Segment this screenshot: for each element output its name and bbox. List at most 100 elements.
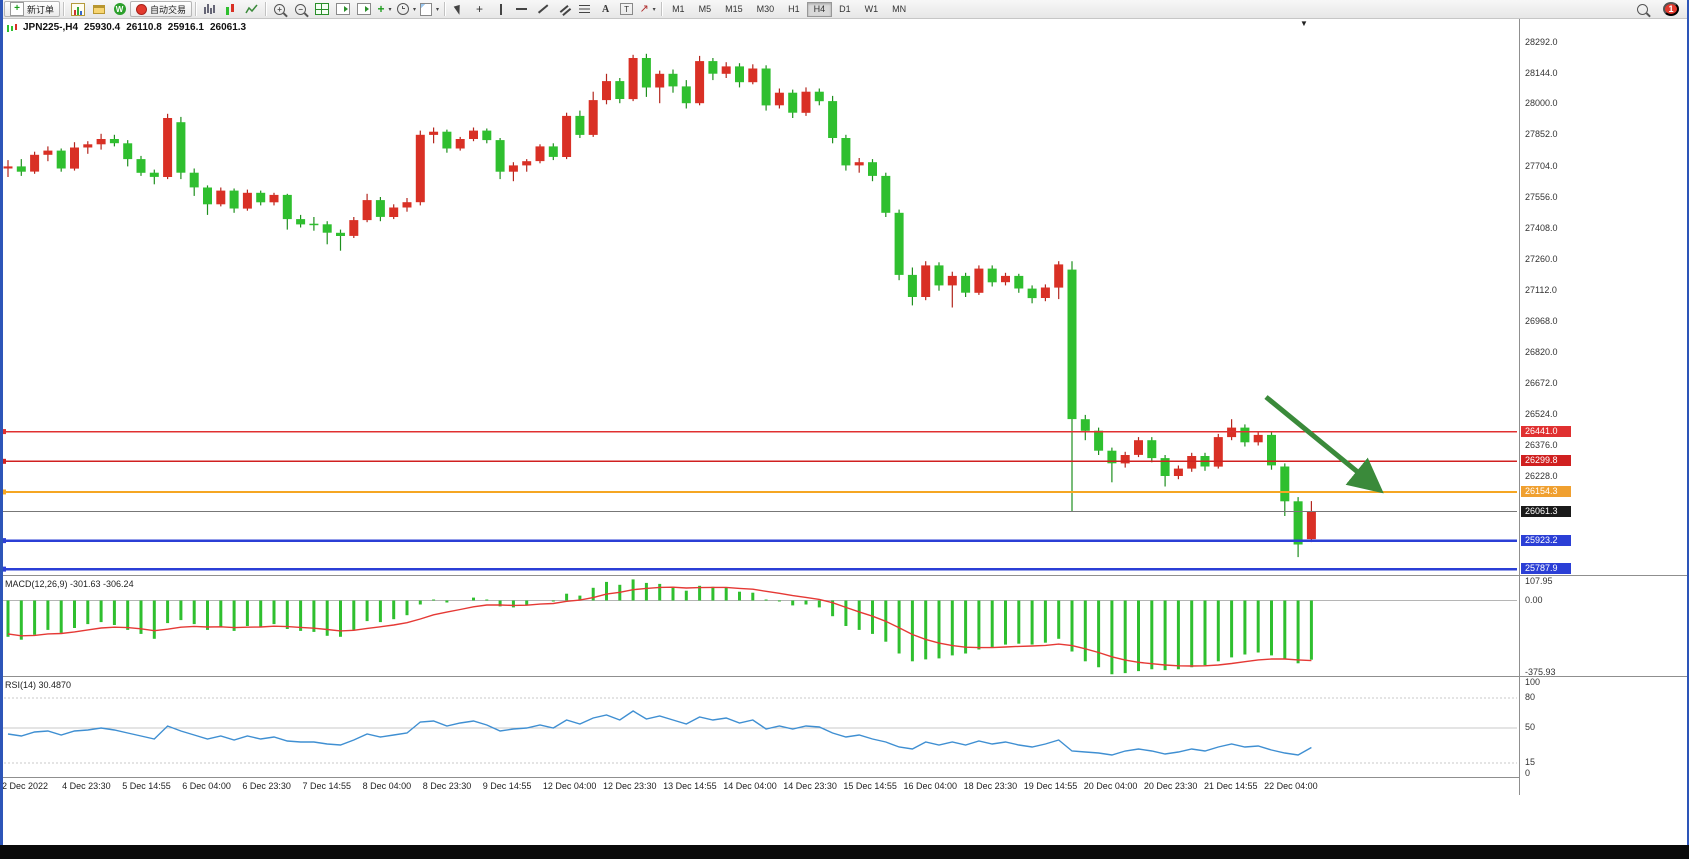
auto-trading-label: 自动交易: [150, 4, 187, 15]
timeframe-m5-button[interactable]: M5: [692, 2, 719, 17]
candle-body: [1240, 427, 1250, 443]
candle-body: [1306, 511, 1316, 540]
templates-button[interactable]: ▾: [418, 1, 441, 17]
candle-body: [482, 130, 492, 141]
candle-body: [974, 268, 984, 293]
macd-pane[interactable]: MACD(12,26,9) -301.63 -306.24: [0, 575, 1519, 676]
candle-body: [402, 202, 412, 208]
timeframe-m15-button[interactable]: M15: [718, 2, 750, 17]
rsi-pane[interactable]: RSI(14) 30.4870: [0, 676, 1519, 777]
timeframe-h1-button[interactable]: H1: [781, 2, 807, 17]
time-label: 20 Dec 04:00: [1083, 781, 1138, 791]
candlestick-chart[interactable]: [0, 19, 1517, 575]
candle-body: [907, 274, 917, 297]
timeframe-m1-button[interactable]: M1: [665, 2, 692, 17]
trendline-tool-button[interactable]: [532, 1, 553, 17]
arrow-icon: ↗: [639, 3, 649, 15]
channel-tool-button[interactable]: [553, 1, 574, 17]
new-order-button[interactable]: + 新订单: [4, 1, 61, 17]
rsi-chart[interactable]: [0, 678, 1517, 778]
candle-body: [655, 73, 665, 88]
timeframe-w1-button[interactable]: W1: [858, 2, 886, 17]
candle-body: [362, 200, 372, 221]
candle-body: [176, 122, 186, 173]
timeframe-h4-button[interactable]: H4: [806, 1, 833, 17]
candle-body: [242, 192, 252, 209]
time-label: 5 Dec 14:55: [122, 781, 171, 791]
timeframe-mn-button[interactable]: MN: [885, 2, 913, 17]
trend-arrow[interactable]: [1264, 395, 1384, 494]
crosshair-tool-button[interactable]: +: [469, 1, 490, 17]
time-label: 13 Dec 14:55: [663, 781, 717, 791]
toolbar-separator: [195, 2, 197, 16]
indicators-button[interactable]: + ▾: [374, 1, 395, 17]
fibonacci-tool-button[interactable]: [574, 1, 595, 17]
right-axis-column[interactable]: 28292.0 28144.0 28000.0 27852.0 27704.0 27556…: [1519, 19, 1689, 795]
text-label-tool-button[interactable]: T: [616, 1, 637, 17]
toolbar-separator: [444, 2, 446, 16]
vertical-line-tool-button[interactable]: [490, 1, 511, 17]
candle-body: [641, 58, 651, 88]
chart-shift-button[interactable]: [353, 1, 374, 17]
auto-scroll-button[interactable]: [332, 1, 353, 17]
line-chart-button[interactable]: [241, 1, 262, 17]
candle-body: [216, 190, 226, 205]
time-label: 7 Dec 14:55: [302, 781, 352, 791]
price-chart-pane[interactable]: JPN225-,H4 25930.4 26110.8 25916.1 26061…: [0, 19, 1519, 575]
chart-workspace: JPN225-,H4 25930.4 26110.8 25916.1 26061…: [0, 19, 1689, 795]
candle-body: [721, 66, 731, 74]
chart-shift-marker[interactable]: ▼: [1300, 19, 1308, 28]
price-tick-label: 26376.0: [1525, 440, 1558, 451]
main-toolbar: + 新订单 W 自动交易 + − + ▾ ▾ ▾ + A: [0, 0, 1689, 19]
candle-body: [1054, 264, 1064, 288]
trendline-icon: [537, 4, 548, 14]
arrows-tool-button[interactable]: ↗ ▾: [637, 1, 658, 17]
candle-body: [987, 268, 997, 283]
price-axis[interactable]: 28292.0 28144.0 28000.0 27852.0 27704.0 27556…: [1520, 19, 1689, 575]
time-label: 9 Dec 14:55: [482, 781, 532, 791]
close-value: 26061.3: [209, 22, 247, 33]
search-button[interactable]: [1632, 1, 1653, 17]
zoom-in-button[interactable]: +: [269, 1, 290, 17]
rsi-axis: 100 80 50 15 0: [1520, 676, 1689, 778]
macd-tick-label: 107.95: [1525, 576, 1553, 586]
candle-body: [136, 159, 146, 173]
notification-badge[interactable]: 1: [1663, 2, 1679, 16]
candle-body: [628, 58, 638, 100]
zoom-out-icon: −: [295, 3, 307, 15]
candle-body: [535, 146, 545, 162]
text-tool-button[interactable]: A: [595, 1, 616, 17]
candle-body: [189, 172, 199, 188]
periods-button[interactable]: ▾: [395, 1, 418, 17]
bar-chart-button[interactable]: [199, 1, 220, 17]
mql5-community-button[interactable]: W: [109, 1, 130, 17]
macd-chart[interactable]: [0, 577, 1517, 677]
candle-body: [455, 139, 465, 149]
candle-body: [1293, 501, 1303, 545]
zoom-out-button[interactable]: −: [290, 1, 311, 17]
rsi-tick-label: 50: [1525, 722, 1536, 732]
price-tick-label: 26524.0: [1525, 409, 1558, 420]
candlestick-chart-button[interactable]: [220, 1, 241, 17]
cursor-tool-button[interactable]: [448, 1, 469, 17]
price-tag: 26299.8: [1521, 455, 1571, 467]
timeframe-d1-button[interactable]: D1: [832, 2, 858, 17]
horizontal-line-tool-button[interactable]: [511, 1, 532, 17]
price-tag: 25787.9: [1521, 563, 1571, 575]
timeframe-m30-button[interactable]: M30: [750, 2, 782, 17]
time-axis[interactable]: 2 Dec 2022 4 Dec 23:30 5 Dec 14:55 6 Dec 04…: [0, 777, 1519, 795]
open-value: 25930.4: [84, 22, 121, 33]
candle-body: [1027, 288, 1037, 299]
crosshair-icon: +: [476, 2, 484, 16]
candle-body: [695, 61, 705, 104]
tile-windows-button[interactable]: [311, 1, 332, 17]
auto-trading-button[interactable]: 自动交易: [130, 1, 193, 17]
candle-body: [389, 207, 399, 217]
cursor-icon: [453, 3, 464, 15]
window-border-right: [1687, 0, 1689, 859]
profiles-button[interactable]: [88, 1, 109, 17]
new-chart-button[interactable]: [67, 1, 88, 17]
candle-body: [801, 91, 811, 113]
price-tick-label: 27260.0: [1525, 254, 1558, 265]
candle-body: [429, 131, 439, 135]
